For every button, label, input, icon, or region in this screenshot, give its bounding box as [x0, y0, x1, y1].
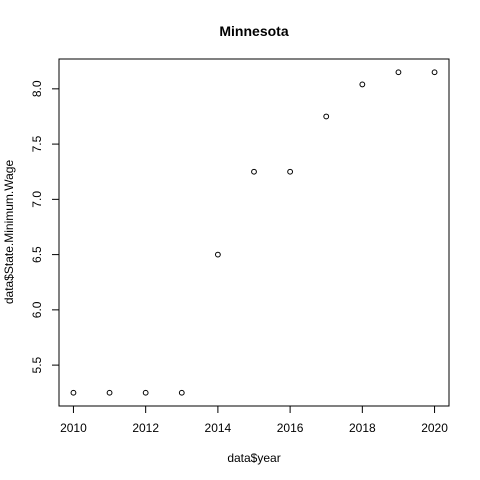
x-tick-label: 2010: [60, 421, 87, 435]
x-tick-label: 2016: [277, 421, 304, 435]
data-points: [70, 69, 438, 396]
y-tick-label: 6.0: [30, 301, 44, 318]
x-axis-label: data$year: [227, 451, 280, 465]
data-point: [287, 168, 294, 175]
data-point: [142, 389, 149, 396]
y-tick-label: 6.5: [30, 246, 44, 263]
data-point: [395, 69, 402, 76]
data-point: [431, 69, 438, 76]
data-point: [359, 81, 366, 88]
chart-title: Minnesota: [219, 23, 288, 39]
data-point: [70, 389, 77, 396]
x-tick-label: 2018: [349, 421, 376, 435]
data-point: [251, 168, 257, 175]
x-axis: 2010 2012 2014 2016 2018 2020: [60, 406, 448, 435]
data-point: [323, 113, 330, 120]
y-tick-label: 5.5: [30, 356, 44, 373]
data-point: [214, 251, 221, 258]
plot-frame: [58, 58, 450, 407]
data-point: [178, 389, 185, 396]
y-tick-label: 8.0: [30, 80, 44, 97]
y-axis: 5.5 6.0 6.5 7.0 7.5 8.0: [30, 80, 59, 373]
x-tick-label: 2012: [132, 421, 159, 435]
y-axis-label: data$State.Minimum.Wage: [2, 160, 16, 305]
data-point: [106, 389, 113, 396]
x-tick-label: 2014: [205, 421, 232, 435]
y-tick-label: 7.0: [30, 191, 44, 208]
y-tick-label: 7.5: [30, 135, 44, 152]
x-tick-label: 2020: [421, 421, 448, 435]
